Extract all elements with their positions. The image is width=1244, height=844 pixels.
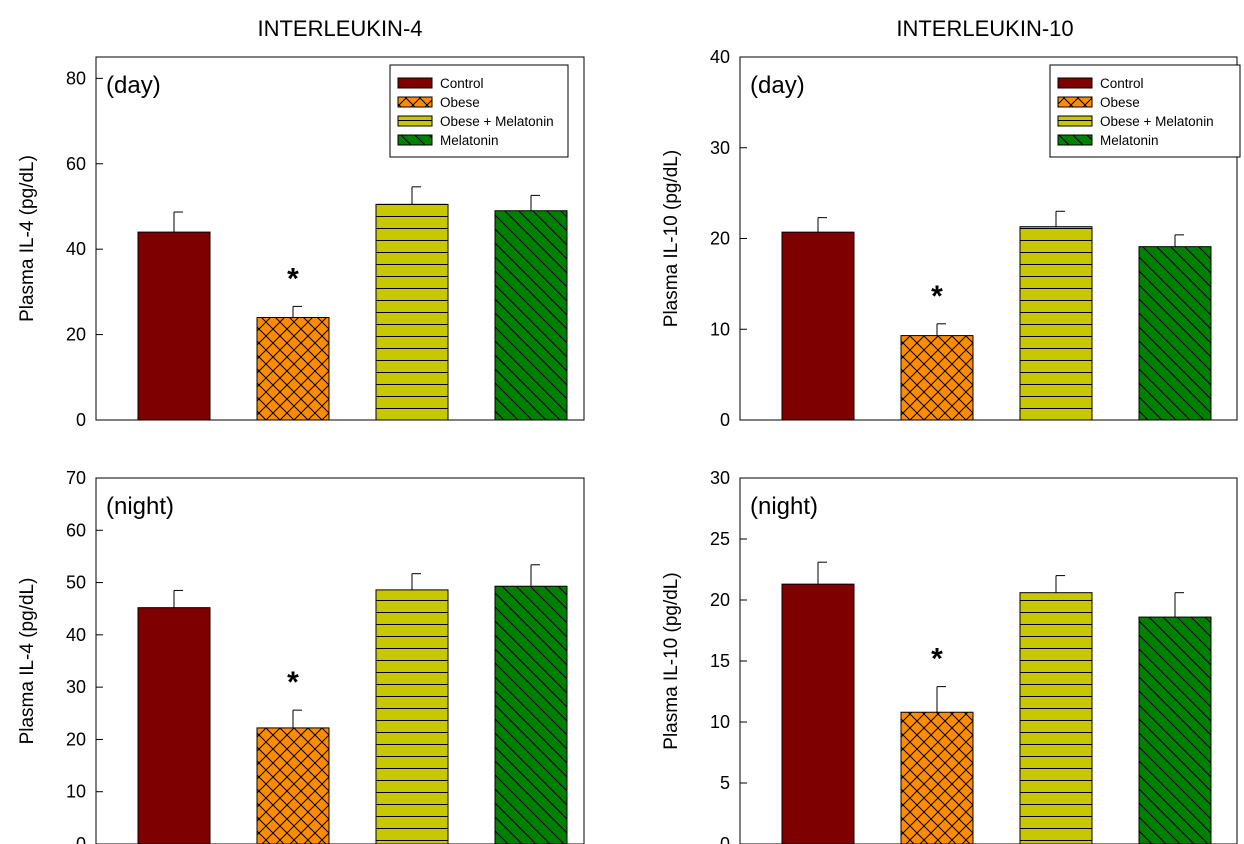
y-tick-label: 0: [76, 410, 86, 430]
bar-obese: [900, 335, 974, 421]
y-tick-label: 5: [720, 773, 730, 793]
legend-label: Control: [440, 76, 484, 91]
bar-melatonin: [1138, 246, 1212, 421]
bar-control: [137, 231, 211, 421]
y-tick-label: 10: [710, 319, 730, 339]
y-tick-label: 30: [710, 138, 730, 158]
legend-swatch: [1057, 77, 1093, 89]
y-tick-label: 20: [66, 325, 86, 345]
legend-label: Melatonin: [440, 133, 499, 148]
plot-frame: [95, 477, 585, 844]
legend-swatch: [1057, 96, 1093, 108]
column-title-il4: INTERLEUKIN-4: [257, 16, 422, 41]
y-tick-label: 20: [66, 729, 86, 749]
y-tick-label: 0: [720, 410, 730, 430]
bar-control: [781, 231, 855, 421]
significance-marker: *: [931, 643, 943, 676]
plot-frame: [95, 56, 585, 421]
y-tick-label: 40: [710, 47, 730, 67]
bar-obese: [256, 317, 330, 421]
legend-swatch: [1057, 115, 1093, 127]
y-axis-label: Plasma IL-4 (pg/dL): [17, 578, 38, 745]
bar-melatonin: [1138, 616, 1212, 844]
y-tick-label: 30: [710, 468, 730, 488]
bar-obese: [900, 711, 974, 844]
bar-obese-melatonin: [375, 203, 449, 421]
y-tick-label: 70: [66, 468, 86, 488]
legend-label: Obese: [1100, 95, 1140, 110]
y-tick-label: 15: [710, 651, 730, 671]
legend-label: Control: [1100, 76, 1144, 91]
significance-marker: *: [287, 666, 299, 699]
bar-melatonin: [494, 585, 568, 844]
legend-label: Melatonin: [1100, 133, 1159, 148]
panel-il4-day: 0 20 40 60 80 Plasma IL-4 (pg/dL) (day) * Contro…: [17, 56, 585, 430]
y-axis-label: Plasma IL-4 (pg/dL): [17, 155, 38, 322]
y-tick-label: 50: [66, 573, 86, 593]
legend-label: Obese + Melatonin: [440, 114, 554, 129]
panel-il10-day: 0 10 20 30 40 Plasma IL-10 (pg/dL) (day) * Contr…: [661, 47, 1241, 430]
y-tick-label: 20: [710, 590, 730, 610]
panel-il4-night: 0 10 20 30 40 50 60 70 Plasma IL-4 (pg/dL) (night…: [17, 468, 585, 844]
legend-swatch: [397, 77, 433, 89]
bar-obese-melatonin: [1019, 226, 1093, 421]
legend: Control Obese Obese + Melatonin Melatonin: [1049, 64, 1241, 158]
bar-obese: [256, 727, 330, 844]
bar-control: [781, 583, 855, 844]
y-tick-label: 40: [66, 625, 86, 645]
y-tick-label: 10: [66, 782, 86, 802]
y-tick-label: 0: [76, 834, 86, 844]
y-tick-label: 10: [710, 712, 730, 732]
y-tick-label: 30: [66, 677, 86, 697]
y-tick-label: 80: [66, 68, 86, 88]
legend-swatch: [1057, 134, 1093, 146]
legend-label: Obese + Melatonin: [1100, 114, 1214, 129]
y-tick-label: 0: [720, 834, 730, 844]
column-title-il10: INTERLEUKIN-10: [896, 16, 1073, 41]
y-tick-label: 60: [66, 154, 86, 174]
significance-marker: *: [287, 262, 299, 295]
y-axis-label: Plasma IL-10 (pg/dL): [661, 572, 682, 749]
legend: Control Obese Obese + Melatonin Melatonin: [389, 64, 569, 158]
bar-melatonin: [494, 210, 568, 421]
bar-obese-melatonin: [375, 589, 449, 844]
y-tick-label: 25: [710, 529, 730, 549]
panel-label: (day): [750, 72, 805, 99]
bar-obese-melatonin: [1019, 592, 1093, 844]
panel-il10-night: 0 5 10 15 20 25 30 Plasma IL-10 (pg/dL) (night) *: [661, 468, 1238, 844]
y-tick-label: 40: [66, 239, 86, 259]
panel-label: (night): [750, 493, 818, 520]
legend-swatch: [397, 134, 433, 146]
panel-label: (night): [106, 493, 174, 520]
legend-swatch: [397, 96, 433, 108]
legend-swatch: [397, 115, 433, 127]
bar-control: [137, 607, 211, 844]
significance-marker: *: [931, 280, 943, 313]
y-tick-label: 60: [66, 520, 86, 540]
y-tick-label: 20: [710, 229, 730, 249]
y-axis-label: Plasma IL-10 (pg/dL): [661, 150, 682, 327]
legend-label: Obese: [440, 95, 480, 110]
panel-label: (day): [106, 72, 161, 99]
